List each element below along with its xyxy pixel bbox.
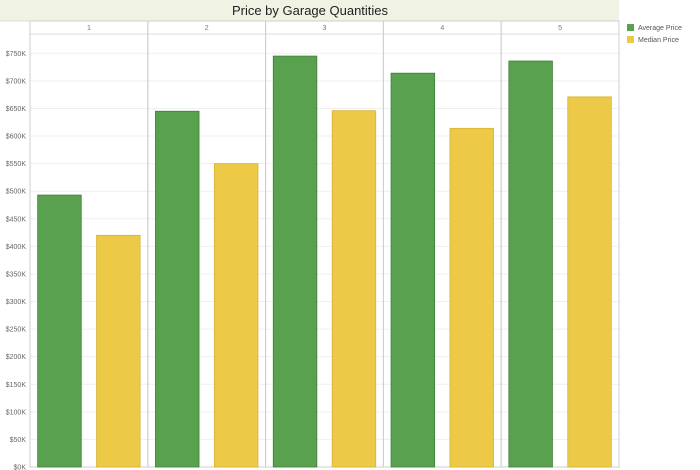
y-tick-label: $650K <box>6 106 27 113</box>
y-tick-label: $750K <box>6 51 27 58</box>
y-tick-label: $500K <box>6 189 27 196</box>
y-tick-label: $450K <box>6 216 27 223</box>
column-header-label: 3 <box>323 25 327 32</box>
y-tick-label: $350K <box>6 271 27 278</box>
legend-label-median: Median Price <box>638 37 679 44</box>
y-tick-label: $150K <box>6 382 27 389</box>
bar-average-price[interactable] <box>390 72 436 468</box>
column-panel <box>500 20 620 468</box>
y-tick-label: $0K <box>14 465 27 470</box>
bar-average-price[interactable] <box>508 60 553 468</box>
y-tick-label: $300K <box>6 299 27 306</box>
y-tick-label: $700K <box>6 78 27 85</box>
y-tick-label: $600K <box>6 134 27 141</box>
column-header-label: 2 <box>205 25 209 32</box>
bar-average-price[interactable] <box>155 110 200 468</box>
chart-title: Price by Garage Quantities <box>232 3 389 18</box>
legend-swatch-median <box>627 36 634 43</box>
legend-label-average: Average Price <box>638 25 682 32</box>
y-tick-label: $250K <box>6 327 27 334</box>
y-tick-label: $100K <box>6 409 27 416</box>
bars <box>37 55 612 468</box>
column-header-label: 5 <box>558 25 562 32</box>
bar-median-price[interactable] <box>96 234 141 468</box>
legend-swatch-average <box>627 24 634 31</box>
y-tick-label: $400K <box>6 244 27 251</box>
column-header-label: 4 <box>440 25 444 32</box>
bar-median-price[interactable] <box>213 163 259 468</box>
y-axis-ticks: $0K $50K $100K $150K $200K $250K $300K $350K $40… <box>6 51 27 470</box>
bar-average-price[interactable] <box>37 194 82 468</box>
chart-title-bar <box>0 0 619 21</box>
y-tick-label: $550K <box>6 161 27 168</box>
y-tick-label: $200K <box>6 354 27 361</box>
bar-median-price[interactable] <box>331 110 377 468</box>
legend: Average Price Median Price <box>627 24 682 44</box>
column-panels: 1 2 3 4 5 <box>29 20 620 468</box>
column-header-label: 1 <box>87 25 91 32</box>
bar-median-price[interactable] <box>449 127 494 468</box>
y-tick-label: $50K <box>10 437 27 444</box>
bar-median-price[interactable] <box>567 96 612 468</box>
bar-average-price[interactable] <box>272 55 318 468</box>
